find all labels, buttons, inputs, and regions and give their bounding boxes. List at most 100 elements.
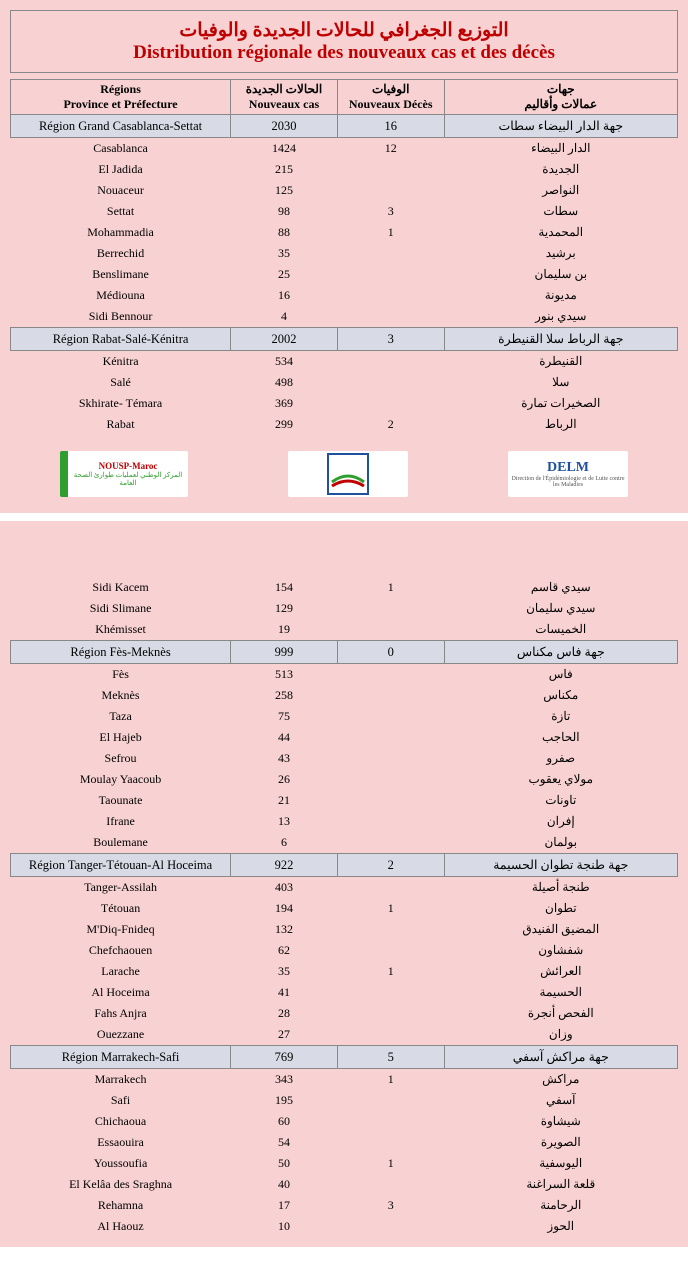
cell-region: Tanger-Assilah [11, 877, 231, 899]
cell-cases: 88 [231, 222, 338, 243]
covid-table-2: Sidi Kacem1541سيدي قاسمSidi Slimane129سي… [10, 577, 678, 1237]
cell-deaths: 3 [337, 328, 444, 351]
cell-arabic: إفران [444, 811, 677, 832]
cell-region: Région Marrakech-Safi [11, 1046, 231, 1069]
cell-region: Salé [11, 372, 231, 393]
cell-cases: 19 [231, 619, 338, 641]
cell-cases: 498 [231, 372, 338, 393]
cell-region: Skhirate- Témara [11, 393, 231, 414]
cell-region: Taza [11, 706, 231, 727]
cell-deaths [337, 727, 444, 748]
cell-region: M'Diq-Fnideq [11, 919, 231, 940]
cell-region: Meknès [11, 685, 231, 706]
cell-deaths: 1 [337, 1153, 444, 1174]
cell-cases: 6 [231, 832, 338, 854]
province-row: Mohammadia881المحمدية [11, 222, 678, 243]
cell-cases: 41 [231, 982, 338, 1003]
cell-arabic: فاس [444, 664, 677, 686]
cell-cases: 21 [231, 790, 338, 811]
cell-arabic: المحمدية [444, 222, 677, 243]
cell-arabic: آسفي [444, 1090, 677, 1111]
cell-arabic: الحسيمة [444, 982, 677, 1003]
province-row: Benslimane25بن سليمان [11, 264, 678, 285]
cell-deaths: 2 [337, 414, 444, 435]
cell-arabic: سطات [444, 201, 677, 222]
cell-arabic: صفرو [444, 748, 677, 769]
cell-cases: 17 [231, 1195, 338, 1216]
province-row: Sidi Kacem1541سيدي قاسم [11, 577, 678, 598]
cell-deaths [337, 1090, 444, 1111]
cell-arabic: المضيق الفنيدق [444, 919, 677, 940]
cell-deaths: 1 [337, 961, 444, 982]
cell-cases: 16 [231, 285, 338, 306]
cell-deaths: 2 [337, 854, 444, 877]
cell-deaths [337, 769, 444, 790]
cell-region: Berrechid [11, 243, 231, 264]
province-row: Nouaceur125النواصر [11, 180, 678, 201]
province-row: El Jadida215الجديدة [11, 159, 678, 180]
cell-arabic: جهة فاس مكناس [444, 641, 677, 664]
cell-cases: 769 [231, 1046, 338, 1069]
cell-deaths [337, 832, 444, 854]
cell-deaths [337, 919, 444, 940]
cell-region: Taounate [11, 790, 231, 811]
province-row: Skhirate- Témara369الصخيرات تمارة [11, 393, 678, 414]
province-row: Fahs Anjra28الفحص أنجرة [11, 1003, 678, 1024]
cell-arabic: الصويرة [444, 1132, 677, 1153]
cell-region: Sidi Kacem [11, 577, 231, 598]
cell-region: Sefrou [11, 748, 231, 769]
cell-deaths [337, 1132, 444, 1153]
cell-region: Al Haouz [11, 1216, 231, 1237]
cell-deaths [337, 180, 444, 201]
cell-arabic: سلا [444, 372, 677, 393]
cell-deaths: 1 [337, 222, 444, 243]
cell-cases: 44 [231, 727, 338, 748]
cell-deaths [337, 372, 444, 393]
cell-deaths: 3 [337, 1195, 444, 1216]
cell-region: Al Hoceima [11, 982, 231, 1003]
cell-cases: 369 [231, 393, 338, 414]
cell-cases: 98 [231, 201, 338, 222]
cell-deaths: 5 [337, 1046, 444, 1069]
province-row: Fès513فاس [11, 664, 678, 686]
cell-deaths: 0 [337, 641, 444, 664]
cell-cases: 999 [231, 641, 338, 664]
cell-deaths [337, 264, 444, 285]
cell-arabic: الجديدة [444, 159, 677, 180]
province-row: Boulemane6بولمان [11, 832, 678, 854]
cell-arabic: برشيد [444, 243, 677, 264]
cell-deaths [337, 1111, 444, 1132]
cell-arabic: العرائش [444, 961, 677, 982]
cell-arabic: جهة الرباط سلا القنيطرة [444, 328, 677, 351]
covid-table-1: Régions Province et Préfecture الحالات ا… [10, 79, 678, 435]
cell-cases: 154 [231, 577, 338, 598]
cell-region: Nouaceur [11, 180, 231, 201]
cell-region: Ifrane [11, 811, 231, 832]
logo-ministry [288, 451, 408, 497]
cell-cases: 129 [231, 598, 338, 619]
cell-region: Médiouna [11, 285, 231, 306]
province-row: Safi195آسفي [11, 1090, 678, 1111]
cell-deaths [337, 306, 444, 328]
cell-cases: 215 [231, 159, 338, 180]
region-row: Région Grand Casablanca-Settat203016جهة … [11, 115, 678, 138]
cell-cases: 125 [231, 180, 338, 201]
cell-cases: 35 [231, 961, 338, 982]
cell-region: El Hajeb [11, 727, 231, 748]
cell-region: Ouezzane [11, 1024, 231, 1046]
cell-deaths [337, 351, 444, 373]
cell-region: Larache [11, 961, 231, 982]
province-row: Chefchaouen62شفشاون [11, 940, 678, 961]
cell-cases: 258 [231, 685, 338, 706]
cell-arabic: مراكش [444, 1069, 677, 1091]
header-region: Régions Province et Préfecture [11, 80, 231, 115]
cell-cases: 132 [231, 919, 338, 940]
cell-arabic: جهة مراكش آسفي [444, 1046, 677, 1069]
province-row: Salé498 سلا [11, 372, 678, 393]
cell-arabic: تطوان [444, 898, 677, 919]
cell-deaths: 1 [337, 1069, 444, 1091]
cell-region: El Kelâa des Sraghna [11, 1174, 231, 1195]
province-row: Rabat2992الرباط [11, 414, 678, 435]
cell-deaths [337, 598, 444, 619]
cell-cases: 27 [231, 1024, 338, 1046]
